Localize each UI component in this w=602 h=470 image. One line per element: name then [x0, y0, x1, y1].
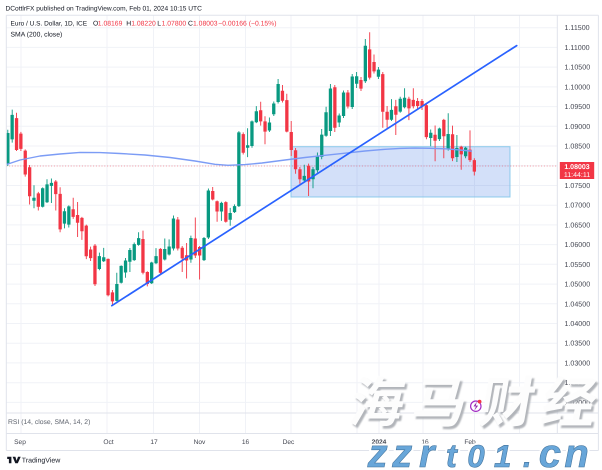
svg-text:1.10500: 1.10500	[565, 64, 591, 72]
svg-text:11:44:11: 11:44:11	[564, 172, 590, 179]
svg-text:SMA (200, close): SMA (200, close)	[11, 32, 63, 39]
svg-text:1.08220: 1.08220	[131, 21, 156, 28]
svg-text:1.04500: 1.04500	[565, 300, 591, 308]
svg-text:TradingView: TradingView	[22, 457, 61, 465]
svg-text:1.06000: 1.06000	[565, 241, 591, 249]
svg-text:16: 16	[242, 439, 250, 446]
svg-text:n: n	[564, 432, 588, 470]
svg-text:0: 0	[467, 438, 485, 470]
svg-text:1.02000: 1.02000	[565, 399, 591, 407]
svg-text:1.11000: 1.11000	[565, 44, 590, 52]
svg-text:1.11500: 1.11500	[565, 24, 590, 32]
svg-text:.: .	[523, 438, 532, 470]
svg-text:1.08003: 1.08003	[564, 164, 589, 171]
svg-text:1.10000: 1.10000	[565, 83, 591, 91]
svg-text:z: z	[391, 432, 412, 470]
svg-text:z: z	[367, 432, 388, 470]
svg-text:16: 16	[421, 439, 429, 446]
svg-text:r: r	[419, 432, 437, 470]
svg-text:t: t	[446, 437, 459, 470]
svg-text:O: O	[93, 21, 98, 28]
svg-text:−0.00166 (−0.15%): −0.00166 (−0.15%)	[218, 21, 276, 28]
svg-text:z: z	[391, 432, 412, 470]
svg-text:1.09000: 1.09000	[565, 123, 591, 131]
svg-text:1.07000: 1.07000	[565, 202, 591, 210]
svg-text:Nov: Nov	[194, 439, 206, 446]
svg-text:t: t	[446, 437, 459, 470]
svg-text:2024: 2024	[372, 439, 387, 446]
svg-text:1.08500: 1.08500	[565, 143, 591, 151]
svg-text:c: c	[539, 432, 561, 470]
svg-text:H: H	[126, 21, 131, 28]
svg-text:z: z	[367, 432, 388, 470]
svg-text:L: L	[157, 21, 161, 28]
svg-text:1.09500: 1.09500	[565, 103, 591, 111]
svg-text:1.05000: 1.05000	[565, 281, 591, 289]
svg-text:1.07800: 1.07800	[162, 21, 187, 28]
svg-text:1.06500: 1.06500	[565, 221, 591, 229]
svg-text:1: 1	[494, 438, 512, 470]
svg-text:Dec: Dec	[283, 439, 295, 446]
svg-text:Feb: Feb	[464, 439, 476, 446]
svg-text:17: 17	[150, 439, 158, 446]
svg-text:Oct: Oct	[103, 439, 113, 446]
svg-text:1.04000: 1.04000	[565, 320, 591, 328]
svg-text:1: 1	[494, 438, 512, 470]
svg-text:r: r	[419, 432, 437, 470]
svg-text:n: n	[564, 432, 588, 470]
svg-text:C: C	[188, 21, 193, 28]
svg-text:1.08169: 1.08169	[98, 21, 123, 28]
svg-text:Sep: Sep	[14, 439, 26, 446]
svg-text:RSI (14, close, SMA, 14, 2): RSI (14, close, SMA, 14, 2)	[8, 419, 90, 426]
svg-text:Euro / U.S. Dollar, 1D, ICE: Euro / U.S. Dollar, 1D, ICE	[11, 21, 88, 28]
svg-text:0: 0	[467, 438, 485, 470]
svg-text:1.05500: 1.05500	[565, 261, 591, 269]
svg-text:1.03500: 1.03500	[565, 340, 591, 348]
svg-text:1.03000: 1.03000	[565, 359, 591, 367]
svg-text:.: .	[523, 438, 532, 470]
svg-text:c: c	[539, 432, 561, 470]
svg-text:1.08003: 1.08003	[193, 21, 218, 28]
svg-text:DCottlrFX published on Trading: DCottlrFX published on TradingView.com, …	[6, 6, 203, 13]
svg-text:1.07500: 1.07500	[565, 182, 591, 190]
